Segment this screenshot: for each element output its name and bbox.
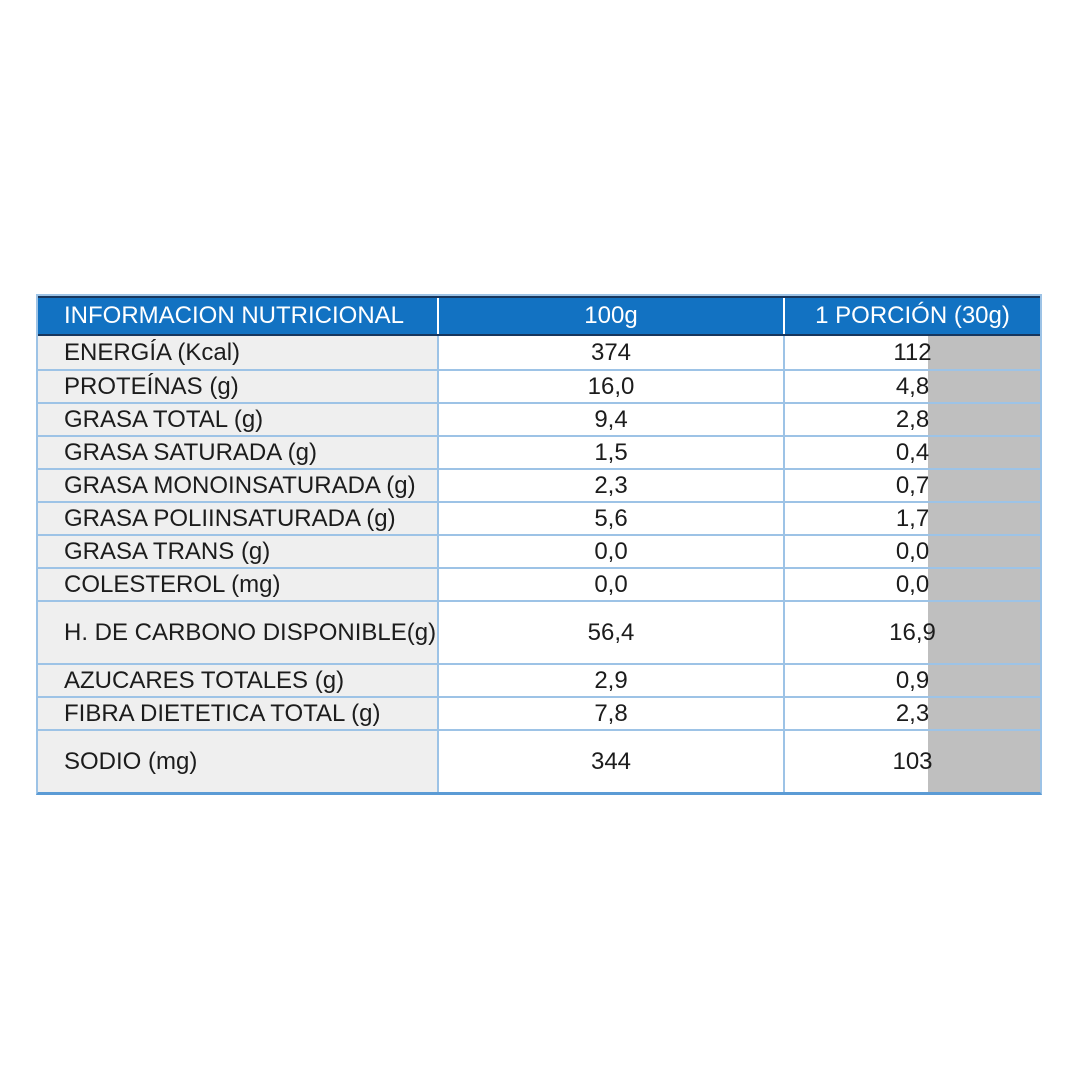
value-100g: 1,5 [437,437,783,468]
value-100g: 344 [437,731,783,792]
table-row-grasa-poliinsaturada: GRASA POLIINSATURADA (g) 5,6 1,7 [38,501,1040,534]
value-100g: 0,0 [437,536,783,567]
row-label: H. DE CARBONO DISPONIBLE(g) [38,602,437,663]
value-porcion: 4,8 [783,371,1040,402]
value-100g: 9,4 [437,404,783,435]
value-100g: 2,9 [437,665,783,696]
value-100g: 2,3 [437,470,783,501]
value-100g: 5,6 [437,503,783,534]
value-100g: 16,0 [437,371,783,402]
header-info-nutricional: INFORMACION NUTRICIONAL [64,302,405,329]
value-porcion: 112 [783,336,1040,369]
value-100g: 374 [437,336,783,369]
row-label: GRASA TRANS (g) [38,536,437,567]
table-row-azucares: AZUCARES TOTALES (g) 2,9 0,9 [38,663,1040,696]
value-porcion: 1,7 [783,503,1040,534]
header-porcion: 1 PORCIÓN (30g) [783,298,1040,334]
table-row-grasa-trans: GRASA TRANS (g) 0,0 0,0 [38,534,1040,567]
row-label: FIBRA DIETETICA TOTAL (g) [38,698,437,729]
row-label: PROTEÍNAS (g) [38,371,437,402]
nutrition-table: INFORMACION NUTRICIONAL 100g 1 PORCIÓN (… [36,294,1042,795]
table-row-grasa-saturada: GRASA SATURADA (g) 1,5 0,4 [38,435,1040,468]
table-row-colesterol: COLESTEROL (mg) 0,0 0,0 [38,567,1040,600]
table-row-grasa-total: GRASA TOTAL (g) 9,4 2,8 [38,402,1040,435]
table-row-fibra: FIBRA DIETETICA TOTAL (g) 7,8 2,3 [38,696,1040,729]
value-porcion: 0,0 [783,536,1040,567]
value-porcion: 0,9 [783,665,1040,696]
value-100g: 7,8 [437,698,783,729]
value-100g: 56,4 [437,602,783,663]
row-label: GRASA MONOINSATURADA (g) [38,470,437,501]
table-row-h-carbono: H. DE CARBONO DISPONIBLE(g) 56,4 16,9 [38,600,1040,663]
table-row-grasa-monoinsaturada: GRASA MONOINSATURADA (g) 2,3 0,7 [38,468,1040,501]
table-row-energia: ENERGÍA (Kcal) 374 112 [38,336,1040,369]
row-label: GRASA SATURADA (g) [38,437,437,468]
value-porcion: 103 [783,731,1040,792]
value-porcion: 0,4 [783,437,1040,468]
value-porcion: 2,3 [783,698,1040,729]
row-label: SODIO (mg) [38,731,437,792]
row-label: COLESTEROL (mg) [38,569,437,600]
table-header-row: INFORMACION NUTRICIONAL 100g 1 PORCIÓN (… [38,296,1040,336]
value-porcion: 2,8 [783,404,1040,435]
row-label: GRASA TOTAL (g) [38,404,437,435]
row-label: AZUCARES TOTALES (g) [38,665,437,696]
value-porcion: 16,9 [783,602,1040,663]
header-100g: 100g [437,298,783,334]
value-porcion: 0,7 [783,470,1040,501]
value-porcion: 0,0 [783,569,1040,600]
table-row-sodio: SODIO (mg) 344 103 [38,729,1040,792]
row-label: GRASA POLIINSATURADA (g) [38,503,437,534]
table-row-proteinas: PROTEÍNAS (g) 16,0 4,8 [38,369,1040,402]
value-100g: 0,0 [437,569,783,600]
row-label: ENERGÍA (Kcal) [38,336,437,369]
